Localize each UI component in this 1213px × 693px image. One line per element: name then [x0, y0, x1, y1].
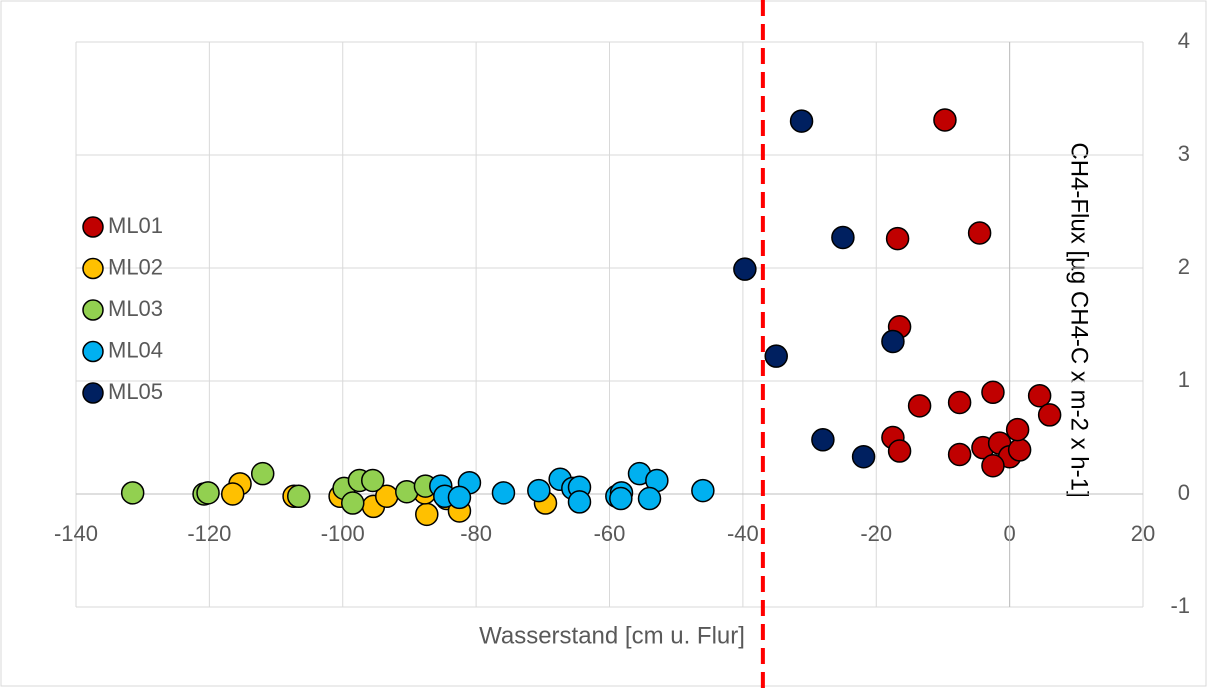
- point: [887, 439, 912, 463]
- legend-marker: [82, 299, 104, 321]
- legend-marker: [82, 340, 104, 363]
- y-tick-label: 3: [1178, 141, 1190, 166]
- x-tick-label: -20: [860, 521, 892, 546]
- point: [220, 482, 245, 506]
- point: [196, 481, 220, 505]
- point: [981, 454, 1005, 478]
- point: [851, 444, 876, 469]
- legend-marker: [82, 257, 104, 280]
- x-tick-label: 20: [1131, 521, 1155, 546]
- point: [120, 481, 145, 505]
- legend-label: ML04: [108, 337, 163, 362]
- y-tick-label: -1: [1170, 593, 1190, 618]
- y-tick-label: 0: [1178, 480, 1190, 505]
- point: [250, 461, 275, 486]
- point: [415, 502, 439, 527]
- legend-label: ML01: [108, 213, 163, 238]
- point: [907, 394, 932, 418]
- x-axis-title: Wasserstand [cm u. Flur]: [479, 622, 745, 649]
- point: [967, 221, 992, 245]
- y-tick-label: 4: [1178, 28, 1190, 53]
- x-tick-label: -60: [594, 521, 626, 546]
- point: [885, 226, 910, 251]
- legend-label: ML05: [108, 379, 163, 404]
- point: [764, 344, 788, 368]
- x-tick-label: -80: [460, 521, 492, 546]
- point: [981, 380, 1005, 405]
- point: [947, 442, 972, 467]
- point: [789, 109, 814, 133]
- point: [361, 468, 385, 493]
- point: [1027, 383, 1052, 408]
- point: [1007, 438, 1032, 462]
- point: [733, 257, 757, 281]
- point: [831, 225, 855, 250]
- point: [1037, 403, 1062, 427]
- point: [527, 478, 551, 503]
- point: [491, 481, 516, 505]
- x-tick-label: -100: [321, 521, 365, 546]
- x-tick-label: -140: [54, 521, 98, 546]
- point: [1005, 417, 1030, 442]
- legend-marker: [82, 382, 104, 404]
- point: [691, 478, 715, 503]
- y-tick-label: 1: [1178, 367, 1190, 392]
- point: [947, 390, 972, 415]
- point: [341, 491, 365, 515]
- point: [933, 108, 957, 132]
- point: [881, 329, 905, 354]
- legend-label: ML02: [108, 254, 163, 279]
- point: [609, 486, 633, 511]
- y-tick-label: 2: [1178, 254, 1190, 279]
- point: [811, 428, 835, 452]
- point: [286, 484, 311, 509]
- point: [567, 490, 592, 514]
- x-tick-label: -40: [727, 521, 759, 546]
- point: [447, 485, 472, 510]
- point: [637, 486, 662, 511]
- legend-label: ML03: [108, 296, 163, 321]
- x-tick-label: -120: [187, 521, 231, 546]
- legend-marker: [82, 216, 104, 238]
- y-axis-title: CH4-Flux [µg CH4-C x m-2 x h-1]: [1066, 142, 1093, 497]
